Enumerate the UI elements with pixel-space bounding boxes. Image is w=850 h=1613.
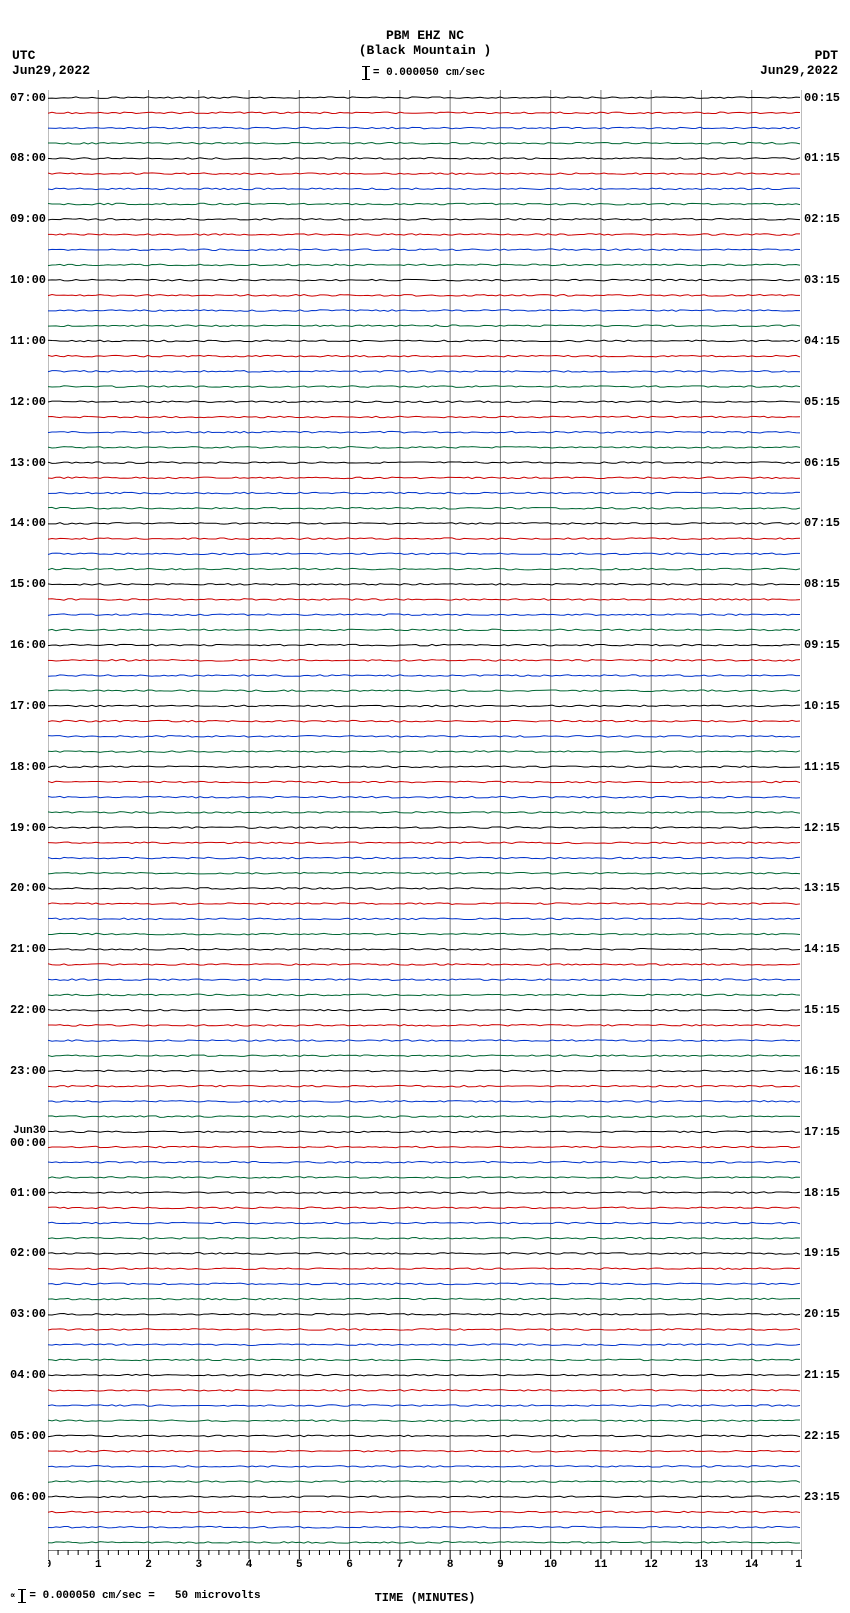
svg-text:15: 15	[795, 1559, 802, 1568]
time-label: 10:00	[0, 274, 46, 286]
time-label: Jun3000:00	[0, 1126, 46, 1149]
station-code: PBM EHZ NC	[0, 28, 850, 43]
time-label: 01:00	[0, 1187, 46, 1199]
seismogram-plot	[48, 90, 802, 1550]
svg-text:10: 10	[544, 1559, 557, 1568]
header: PBM EHZ NC (Black Mountain ) = 0.000050 …	[0, 0, 850, 80]
svg-text:6: 6	[346, 1559, 353, 1568]
footer-text-b: 50 microvolts	[175, 1590, 261, 1602]
svg-text:13: 13	[695, 1559, 709, 1568]
time-label: 03:00	[0, 1308, 46, 1320]
time-label: 04:15	[804, 335, 850, 347]
plot-svg	[48, 90, 802, 1550]
footer-text-a: = 0.000050 cm/sec =	[29, 1590, 154, 1602]
time-label: 18:15	[804, 1187, 850, 1199]
time-label: 22:15	[804, 1430, 850, 1442]
time-label: 20:15	[804, 1308, 850, 1320]
time-label: 14:15	[804, 943, 850, 955]
tz-left-name: UTC	[12, 48, 90, 63]
station-location: (Black Mountain )	[0, 43, 850, 58]
time-label: 10:15	[804, 700, 850, 712]
time-label: 11:15	[804, 761, 850, 773]
time-label: 19:00	[0, 822, 46, 834]
tz-right-block: PDT Jun29,2022	[760, 48, 838, 78]
time-label: 12:00	[0, 396, 46, 408]
x-axis-ticks: 0123456789101112131415	[48, 1550, 802, 1568]
time-label: 07:00	[0, 92, 46, 104]
footer-prefix: ∝	[10, 1591, 15, 1601]
time-label: 14:00	[0, 517, 46, 529]
time-label: 19:15	[804, 1247, 850, 1259]
time-label: 21:15	[804, 1369, 850, 1381]
time-label: 04:00	[0, 1369, 46, 1381]
scale-legend-top: = 0.000050 cm/sec	[0, 58, 850, 80]
svg-text:5: 5	[296, 1559, 303, 1568]
time-label: 03:15	[804, 274, 850, 286]
time-label: 11:00	[0, 335, 46, 347]
time-label: 05:15	[804, 396, 850, 408]
svg-text:12: 12	[645, 1559, 658, 1568]
time-label: 23:15	[804, 1491, 850, 1503]
time-label: 09:00	[0, 213, 46, 225]
time-label: 16:00	[0, 639, 46, 651]
time-label: 18:00	[0, 761, 46, 773]
svg-text:4: 4	[246, 1559, 253, 1568]
scale-bar-icon	[21, 1589, 23, 1603]
time-label: 15:15	[804, 1004, 850, 1016]
time-label: 17:15	[804, 1126, 850, 1138]
footer-legend: ∝ = 0.000050 cm/sec = 50 microvolts	[10, 1589, 261, 1603]
time-label: 09:15	[804, 639, 850, 651]
svg-text:0: 0	[48, 1559, 51, 1568]
time-label: 22:00	[0, 1004, 46, 1016]
time-label: 08:00	[0, 152, 46, 164]
svg-text:8: 8	[447, 1559, 454, 1568]
time-label: 23:00	[0, 1065, 46, 1077]
svg-text:2: 2	[145, 1559, 152, 1568]
svg-text:9: 9	[497, 1559, 504, 1568]
svg-text:7: 7	[397, 1559, 404, 1568]
left-time-labels: 07:00 08:00 09:00 10:00 11:00 12:00 13:00 14:00…	[0, 90, 46, 1550]
time-label: 06:15	[804, 457, 850, 469]
tz-left-date: Jun29,2022	[12, 63, 90, 78]
time-label: 05:00	[0, 1430, 46, 1442]
scale-bar-icon	[365, 66, 367, 80]
svg-text:1: 1	[95, 1559, 102, 1568]
time-label: 17:00	[0, 700, 46, 712]
time-label: 07:15	[804, 517, 850, 529]
time-label: 21:00	[0, 943, 46, 955]
time-label: 02:15	[804, 213, 850, 225]
time-label: 13:00	[0, 457, 46, 469]
time-label: 08:15	[804, 578, 850, 590]
seismogram-container: UTC Jun29,2022 PDT Jun29,2022 PBM EHZ NC…	[0, 0, 850, 1613]
time-label: 15:00	[0, 578, 46, 590]
time-label: 20:00	[0, 882, 46, 894]
time-label: 16:15	[804, 1065, 850, 1077]
time-label: 12:15	[804, 822, 850, 834]
scale-text: = 0.000050 cm/sec	[373, 67, 485, 79]
tz-right-date: Jun29,2022	[760, 63, 838, 78]
time-label: 00:15	[804, 92, 850, 104]
svg-text:11: 11	[594, 1559, 608, 1568]
time-label: 06:00	[0, 1491, 46, 1503]
tz-left-block: UTC Jun29,2022	[12, 48, 90, 78]
time-label: 01:15	[804, 152, 850, 164]
time-label: 13:15	[804, 882, 850, 894]
tz-right-name: PDT	[760, 48, 838, 63]
time-label: 02:00	[0, 1247, 46, 1259]
svg-text:3: 3	[195, 1559, 202, 1568]
svg-text:14: 14	[745, 1559, 759, 1568]
right-time-labels: 00:15 01:15 02:15 03:15 04:15 05:15 06:15 07:15…	[804, 90, 850, 1550]
